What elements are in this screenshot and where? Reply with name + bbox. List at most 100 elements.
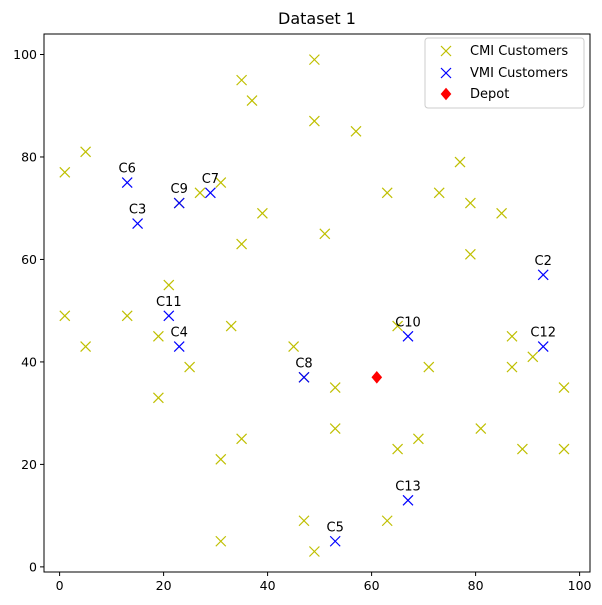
- legend-label-vmi: VMI Customers: [470, 66, 568, 81]
- x-tick-label: 40: [260, 578, 276, 593]
- legend-marker-cmi: [440, 45, 452, 57]
- legend-depot-diamond-icon: [440, 87, 452, 101]
- legend-vmi-x-icon: [440, 67, 452, 79]
- cmi-customer-point: [527, 351, 539, 363]
- legend-entry-cmi: CMI Customers: [440, 44, 568, 59]
- cmi-customer-point: [236, 433, 248, 445]
- cmi-customer-point: [80, 341, 92, 352]
- vmi-customer-point: [121, 177, 133, 189]
- vmi-customer-point: [163, 310, 175, 322]
- cmi-customer-point: [246, 95, 258, 107]
- cmi-customer-point: [236, 238, 248, 250]
- cmi-customer-point: [288, 341, 300, 352]
- cmi-customer-point: [121, 310, 133, 322]
- vmi-series: C2 C3 C4 C5 C6 C7 C8 C9 C10 C11 C12 C13: [119, 162, 556, 547]
- cmi-customer-point: [256, 207, 268, 219]
- cmi-customer-point: [506, 361, 518, 373]
- vmi-customer-point: [537, 269, 549, 281]
- depot-series: [371, 371, 383, 384]
- vmi-customer-label: C12: [530, 326, 556, 341]
- cmi-customer-point: [392, 320, 404, 332]
- depot-point: [371, 371, 383, 384]
- cmi-customer-point: [329, 423, 341, 434]
- vmi-customer-label: C5: [327, 520, 344, 535]
- cmi-series: [59, 54, 570, 557]
- cmi-customer-point: [308, 546, 320, 557]
- legend-marker-depot: [440, 87, 452, 101]
- vmi-customer-label: C6: [119, 162, 136, 177]
- y-tick-label: 100: [13, 47, 37, 62]
- legend-box: [424, 37, 585, 109]
- vmi-customer-point: [298, 371, 310, 383]
- y-tick-label: 40: [21, 354, 37, 369]
- cmi-customer-point: [59, 166, 71, 178]
- vmi-customer-point: [204, 187, 216, 199]
- cmi-customer-point: [464, 197, 476, 209]
- cmi-customer-point: [350, 125, 362, 137]
- vmi-customer-point: [329, 535, 341, 547]
- cmi-customer-point: [215, 535, 227, 547]
- cmi-customer-point: [558, 443, 570, 455]
- cmi-customer-point: [506, 330, 518, 342]
- chart-title: Dataset 1: [278, 9, 356, 28]
- cmi-customer-point: [80, 146, 92, 158]
- vmi-customer-label: C3: [129, 203, 146, 218]
- cmi-customer-point: [516, 443, 528, 455]
- legend-entry-vmi: VMI Customers: [440, 66, 568, 81]
- vmi-customer-label: C4: [171, 326, 188, 341]
- cmi-customer-point: [433, 187, 445, 199]
- cmi-customer-point: [464, 248, 476, 260]
- cmi-customer-point: [558, 382, 570, 393]
- vmi-customer-point: [173, 197, 185, 209]
- x-tick-label: 60: [364, 578, 380, 593]
- cmi-customer-point: [163, 279, 175, 291]
- cmi-customer-point: [308, 115, 320, 127]
- cmi-customer-point: [392, 443, 404, 455]
- y-tick-label: 0: [29, 559, 37, 574]
- cmi-customer-point: [381, 187, 393, 199]
- legend-marker-vmi: [440, 67, 452, 79]
- legend-label-depot: Depot: [470, 87, 509, 102]
- cmi-customer-point: [194, 187, 206, 199]
- x-tick-label: 20: [156, 578, 172, 593]
- cmi-customer-point: [329, 382, 341, 393]
- legend: CMI Customers VMI Customers Depot: [424, 37, 585, 109]
- legend-entry-depot: Depot: [440, 87, 509, 102]
- cmi-customer-point: [381, 515, 393, 527]
- vmi-customer-label: C10: [395, 315, 421, 330]
- cmi-customer-point: [152, 330, 164, 342]
- cmi-customer-point: [454, 156, 466, 168]
- cmi-customer-point: [215, 177, 227, 189]
- vmi-customer-point: [173, 341, 185, 352]
- vmi-customer-label: C8: [295, 356, 312, 371]
- vmi-customer-label: C9: [171, 182, 188, 197]
- x-tick-label: 100: [568, 578, 592, 593]
- cmi-customer-point: [184, 361, 196, 373]
- x-tick-label: 80: [468, 578, 484, 593]
- legend-cmi-x-icon: [440, 45, 452, 57]
- cmi-customer-point: [475, 423, 487, 434]
- vmi-customer-point: [402, 330, 414, 342]
- cmi-customer-point: [59, 310, 71, 322]
- plot-frame: [43, 33, 591, 573]
- vmi-customer-point: [132, 218, 144, 230]
- vmi-customer-label: C7: [202, 172, 219, 187]
- y-tick-label: 80: [21, 149, 37, 164]
- cmi-customer-point: [236, 74, 248, 86]
- cmi-customer-point: [412, 433, 424, 445]
- vmi-customer-point: [537, 341, 549, 352]
- y-tick-label: 20: [21, 457, 37, 472]
- vmi-customer-label: C13: [395, 479, 421, 494]
- vmi-customer-label: C11: [156, 295, 182, 310]
- axis-ticks: 0 20 40 60 80 100 0 20 40 60 80 100: [13, 47, 591, 593]
- cmi-customer-point: [225, 320, 237, 332]
- legend-label-cmi: CMI Customers: [470, 44, 568, 59]
- cmi-customer-point: [308, 54, 320, 66]
- vmi-customer-point: [402, 494, 414, 506]
- cmi-customer-point: [298, 515, 310, 527]
- vmi-customer-label: C2: [535, 254, 552, 269]
- cmi-customer-point: [423, 361, 435, 373]
- y-tick-label: 60: [21, 252, 37, 267]
- x-tick-label: 0: [56, 578, 64, 593]
